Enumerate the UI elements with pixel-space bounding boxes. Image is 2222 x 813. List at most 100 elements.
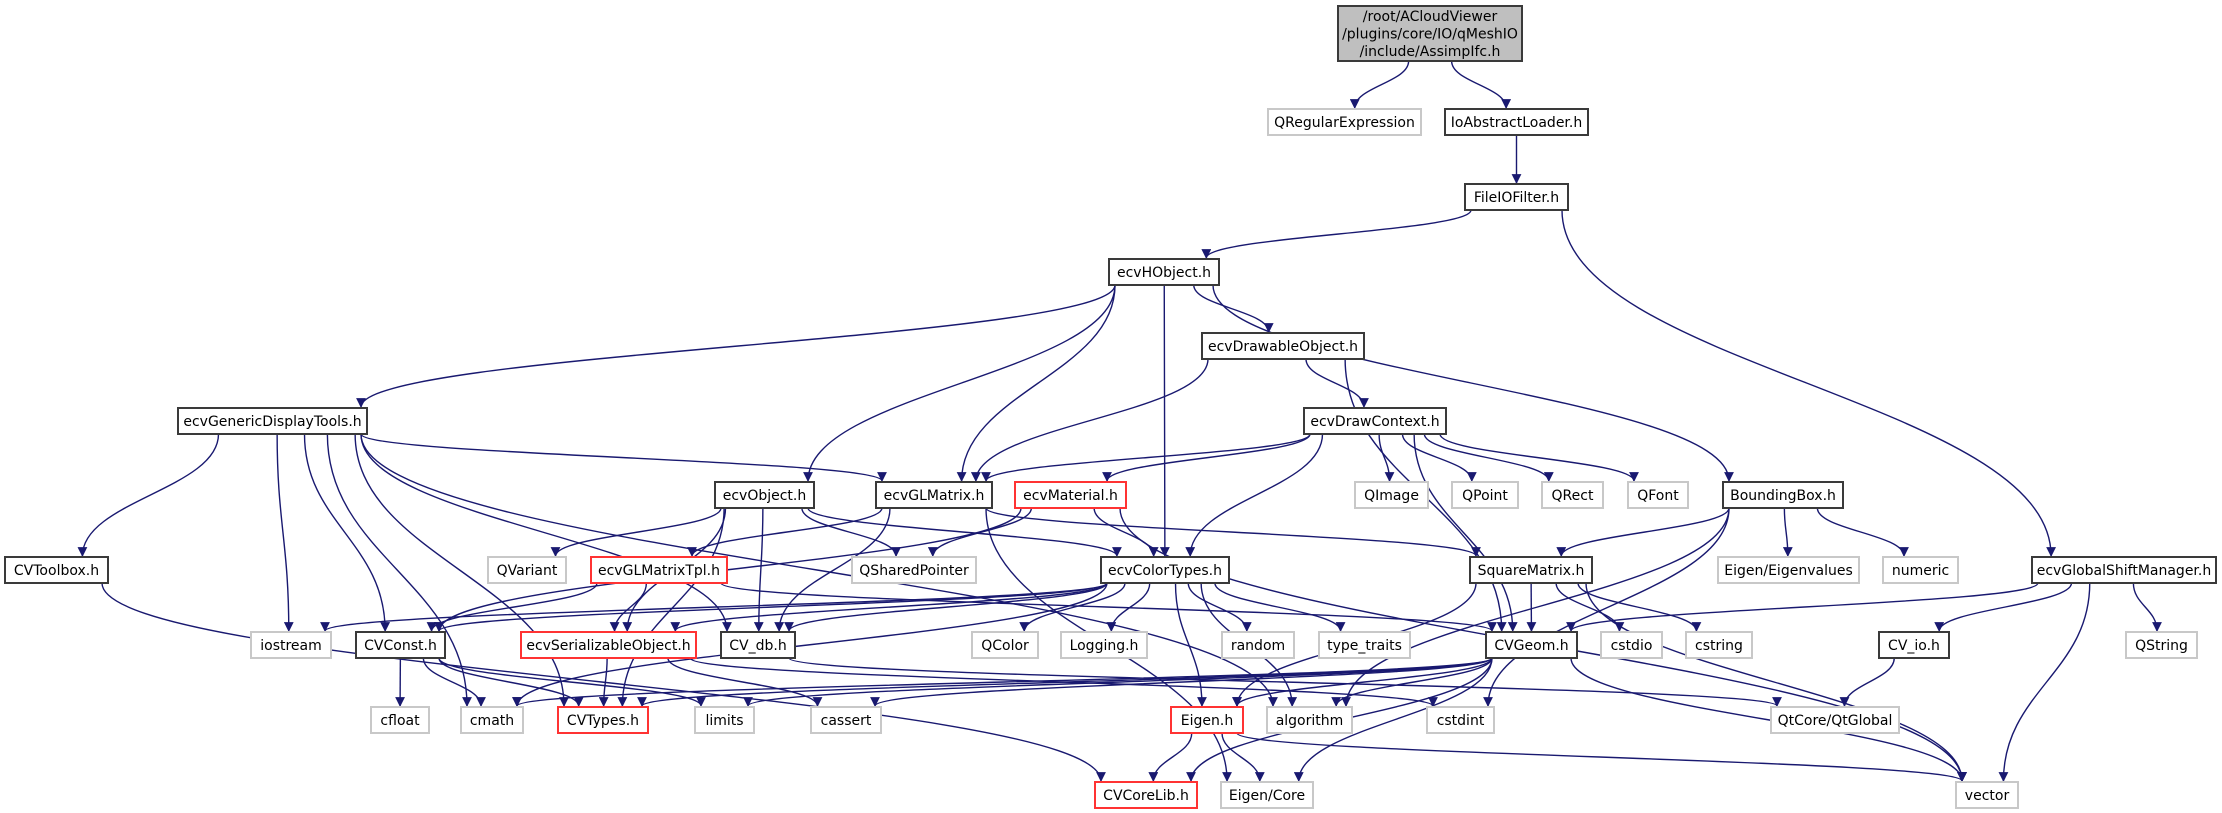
node-label: ecvGenericDisplayTools.h <box>183 414 361 430</box>
node-box <box>1266 706 1353 734</box>
edge-ecvcolortypes-to-cmath <box>512 582 1108 707</box>
node-cfloat: cfloat <box>370 706 430 734</box>
node-label: FileIOFilter.h <box>1474 190 1559 206</box>
node-cvtypes[interactable]: CVTypes.h <box>557 706 649 734</box>
node-ecvdrawableobject[interactable]: ecvDrawableObject.h <box>1201 332 1365 360</box>
node-label: CVCoreLib.h <box>1103 788 1189 804</box>
edge-ecvdrawableobject-to-ecvdrawcontext <box>1305 358 1369 408</box>
node-box <box>1094 781 1198 809</box>
edge-ecvglobalshiftmanager-to-cvgeom <box>1566 582 2039 632</box>
node-box <box>1600 631 1663 659</box>
edge-ecvglmatrix-to-squarematrix <box>985 507 1481 557</box>
edge-root-to-qregularexpression <box>1349 60 1410 109</box>
node-eigeneigenvalues: Eigen/Eigenvalues <box>1717 556 1860 584</box>
node-ecvobject[interactable]: ecvObject.h <box>714 481 815 509</box>
node-box <box>1318 631 1411 659</box>
node-box <box>810 706 882 734</box>
node-ecvglmatrix[interactable]: ecvGLMatrix.h <box>875 481 993 509</box>
node-ioabstractloader[interactable]: IoAbstractLoader.h <box>1444 108 1589 136</box>
node-box <box>487 556 567 584</box>
edge-ecvcolortypes-to-iostream <box>320 582 1108 632</box>
node-eigencore: Eigen/Core <box>1220 781 1314 809</box>
edge-cvgeom-to-cmath <box>512 657 1493 707</box>
node-box <box>1201 332 1365 360</box>
node-box <box>1221 631 1295 659</box>
edge-ecvmaterial-to-ecvcolortypes <box>1093 507 1159 557</box>
edge-ecvdrawcontext-to-cvgeom <box>1413 433 1518 632</box>
node-label: ecvObject.h <box>723 488 807 504</box>
node-cv-io[interactable]: CV_io.h <box>1878 631 1950 659</box>
node-random: random <box>1221 631 1295 659</box>
node-box <box>1464 183 1569 211</box>
node-box <box>177 407 368 435</box>
node-label: QRegularExpression <box>1274 115 1415 131</box>
node-root[interactable]: /root/ACloudViewer/plugins/core/IO/qMesh… <box>1337 5 1523 62</box>
node-cvcorelib[interactable]: CVCoreLib.h <box>1094 781 1198 809</box>
node-ecvcolortypes[interactable]: ecvColorTypes.h <box>1100 556 1230 584</box>
edge-ecvcolortypes-to-random <box>1187 582 1252 632</box>
node-label: QImage <box>1364 488 1419 504</box>
edge-boundingbox-to-numeric <box>1816 507 1909 557</box>
edge-root-to-ioabstractloader <box>1450 60 1511 109</box>
node-fileiofilter[interactable]: FileIOFilter.h <box>1464 183 1569 211</box>
node-cv-db[interactable]: CV_db.h <box>720 631 796 659</box>
node-box <box>1722 481 1844 509</box>
node-cvtoolbox[interactable]: CVToolbox.h <box>4 556 109 584</box>
node-box <box>370 706 430 734</box>
node-box <box>1541 481 1604 509</box>
node-box <box>971 631 1039 659</box>
node-qcolor: QColor <box>971 631 1039 659</box>
node-ecvdrawcontext[interactable]: ecvDrawContext.h <box>1303 407 1447 435</box>
node-ecvglobalshiftmanager[interactable]: ecvGlobalShiftManager.h <box>2031 556 2217 584</box>
node-algorithm: algorithm <box>1266 706 1353 734</box>
node-box <box>1267 108 1422 136</box>
node-ecvgenericdisplaytools[interactable]: ecvGenericDisplayTools.h <box>177 407 368 435</box>
node-label: QSharedPointer <box>859 563 969 579</box>
node-ecvserializableobject[interactable]: ecvSerializableObject.h <box>520 631 697 659</box>
edge-eigen-to-eigencore <box>1221 732 1265 782</box>
edge-ecvdrawcontext-to-qimage <box>1378 433 1395 482</box>
node-iostream: iostream <box>250 631 332 659</box>
node-ecvglmatrixtpl[interactable]: ecvGLMatrixTpl.h <box>590 556 728 584</box>
node-cassert: cassert <box>810 706 882 734</box>
edge-ecvdrawcontext-to-qpoint <box>1401 433 1477 482</box>
edge-ecvdrawcontext-to-qrect <box>1423 433 1554 482</box>
node-label: ecvColorTypes.h <box>1108 563 1222 579</box>
node-label: CVToolbox.h <box>14 563 99 579</box>
edge-ecvhobject-to-boundingbox <box>1212 284 1734 482</box>
node-label: numeric <box>1892 563 1949 579</box>
node-logging: Logging.h <box>1060 631 1148 659</box>
node-label: limits <box>705 713 743 729</box>
edge-fileiofilter-to-ecvglobalshiftmanager <box>1561 209 2056 557</box>
edge-eigen-to-cvcorelib <box>1148 732 1193 782</box>
edge-ecvhobject-to-ecvdrawableobject <box>1193 284 1274 333</box>
node-eigen[interactable]: Eigen.h <box>1170 706 1244 734</box>
node-boundingbox[interactable]: BoundingBox.h <box>1722 481 1844 509</box>
node-cvconst[interactable]: CVConst.h <box>355 631 446 659</box>
edge-cv-db-to-qtglobal <box>788 657 1782 707</box>
edge-ecvobject-to-cvtypes <box>617 507 725 707</box>
edge-ecvgenericdisplaytools-to-cvtoolbox <box>77 433 220 557</box>
edge-ecvglmatrix-to-ecvglmatrixtpl <box>687 507 883 557</box>
node-ecvhobject[interactable]: ecvHObject.h <box>1108 258 1220 286</box>
edge-ecvdrawcontext-to-ecvglmatrix <box>981 433 1311 482</box>
edge-ecvobject-to-ecvcolortypes <box>807 507 1122 557</box>
edge-ecvcolortypes-to-qcolor <box>1019 582 1126 632</box>
edge-ecvcolortypes-to-cvconst <box>434 582 1108 632</box>
node-label: Eigen/Core <box>1229 788 1305 804</box>
node-box <box>1469 556 1593 584</box>
node-label: random <box>1231 638 1285 654</box>
node-label: ecvGlobalShiftManager.h <box>2037 563 2211 579</box>
node-cvgeom[interactable]: CVGeom.h <box>1485 631 1578 659</box>
edge-ecvhobject-to-ecvcolortypes <box>1159 284 1170 557</box>
node-type-traits: type_traits <box>1318 631 1411 659</box>
node-box <box>1060 631 1148 659</box>
node-cstring: cstring <box>1685 631 1753 659</box>
node-qsharedpointer: QSharedPointer <box>851 556 977 584</box>
node-squarematrix[interactable]: SquareMatrix.h <box>1469 556 1593 584</box>
edge-ecvglmatrixtpl-to-cvgeom <box>720 582 1497 632</box>
edge-ecvdrawableobject-to-ecvglmatrix <box>971 358 1209 482</box>
node-ecvmaterial[interactable]: ecvMaterial.h <box>1014 481 1127 509</box>
edge-ecvcolortypes-to-logging <box>1106 582 1151 632</box>
edge-ecvhobject-to-ecvgenericdisplaytools <box>356 284 1116 408</box>
